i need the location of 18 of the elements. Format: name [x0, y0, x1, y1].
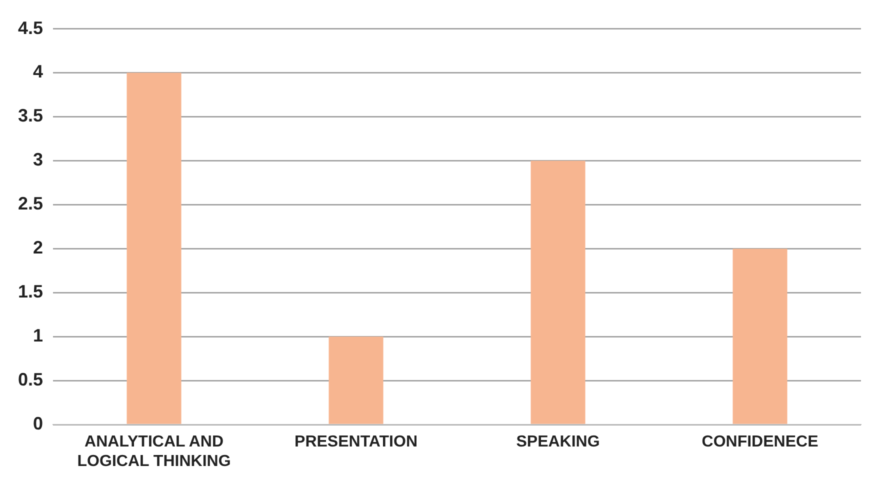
y-tick-label: 1.5 — [18, 282, 44, 302]
y-tick-label: 3.5 — [18, 106, 44, 126]
bar — [126, 72, 182, 424]
y-tick-label: 2.5 — [18, 194, 44, 214]
y-tick-label: 1 — [33, 326, 44, 346]
x-tick-label: SPEAKING — [516, 434, 600, 451]
x-tick-label: ANALYTICAL AND LOGICAL THINKING — [77, 434, 231, 470]
bar — [328, 336, 384, 424]
y-tick-label: 4.5 — [18, 18, 44, 38]
y-tick-label: 3 — [33, 150, 44, 170]
bar — [530, 160, 586, 424]
y-tick-label: 0 — [33, 414, 44, 434]
x-tick-label: PRESENTATION — [294, 434, 418, 451]
y-tick-label: 2 — [33, 238, 44, 258]
bar — [732, 248, 788, 424]
y-tick-label: 0.5 — [18, 370, 44, 390]
x-tick-label: CONFIDENECE — [702, 434, 819, 451]
y-tick-label: 4 — [33, 62, 44, 82]
